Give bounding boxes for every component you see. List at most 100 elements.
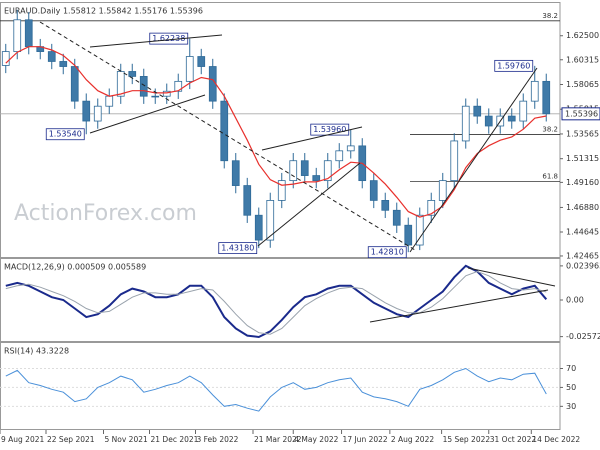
candle-body <box>381 200 390 211</box>
candle-body <box>47 51 56 62</box>
x-tick-label: 15 Sep 2022 <box>443 435 491 444</box>
annotation-box <box>367 246 407 259</box>
candle-body <box>24 19 33 48</box>
y-tick-label: 1.53565 <box>566 129 599 138</box>
candle-body <box>13 19 22 52</box>
candle-body <box>289 160 298 182</box>
trendline <box>89 34 223 48</box>
panel-frame <box>0 2 561 258</box>
candle-body <box>277 180 286 201</box>
x-tick-label: 17 Jun 2022 <box>343 435 388 444</box>
x-tick-label: 9 Aug 2021 <box>1 435 44 444</box>
fib-label: 61.8 <box>542 172 558 180</box>
y-tick-label: 0.023963 <box>566 261 600 270</box>
y-tick-label: 1.60315 <box>566 55 599 64</box>
y-tick-label: -0.025726 <box>566 332 600 341</box>
candle-body <box>151 95 160 98</box>
candle-body <box>323 160 332 182</box>
candle-body <box>473 105 482 117</box>
y-tick-label: 1.62500 <box>566 31 599 40</box>
trendline <box>261 126 363 151</box>
x-tick-label: 22 Sep 2021 <box>47 435 95 444</box>
trendline <box>467 267 556 287</box>
rsi-line <box>5 367 547 412</box>
trendline <box>257 162 361 247</box>
annotation-label: 1.53960 <box>313 125 346 134</box>
candle-body <box>105 95 114 107</box>
candle-body <box>300 160 309 176</box>
candle-body <box>438 180 447 201</box>
candle-body <box>484 115 493 127</box>
trendline <box>369 289 549 323</box>
candle-body <box>82 100 91 122</box>
annotation-box <box>218 242 258 255</box>
y-tick-label: 0.00 <box>566 296 584 305</box>
candle-body <box>139 76 148 97</box>
panel-title: EURAUD.Daily 1.55812 1.55842 1.55176 1.5… <box>4 7 203 16</box>
annotation-label: 1.42810 <box>371 248 404 257</box>
macd-line <box>5 264 548 339</box>
annotation-label: 1.53540 <box>49 130 82 139</box>
x-tick-label: 14 Dec 2022 <box>532 435 580 444</box>
candle-body <box>266 200 275 241</box>
candle-body <box>415 214 424 246</box>
panel-title: RSI(14) 43.3228 <box>4 347 69 356</box>
y-tick-label: 1.42465 <box>566 251 599 260</box>
y-tick-label: 1.58065 <box>566 80 599 89</box>
candle-body <box>220 100 229 162</box>
trendlines <box>39 21 556 323</box>
annotation-box <box>494 59 534 72</box>
x-tick-label: 5 Nov 2021 <box>105 435 148 444</box>
y-tick-label: 70 <box>566 364 576 373</box>
x-tick-label: 21 Dec 2021 <box>151 435 199 444</box>
candle-body <box>1 51 10 66</box>
y-tick-label: 1.46880 <box>566 203 599 212</box>
candle-body <box>369 180 378 201</box>
y-tick-label: 1.44645 <box>566 228 599 237</box>
candle-body <box>254 214 263 241</box>
macd-line <box>5 270 547 335</box>
annotation-box <box>149 32 189 45</box>
x-tick-label: 31 Oct 2022 <box>490 435 537 444</box>
candle-body <box>542 80 551 115</box>
x-tick-label: 21 Mar 2022 <box>254 435 302 444</box>
candle-body <box>461 105 470 142</box>
candle-body <box>70 66 79 102</box>
candle-body <box>185 56 194 82</box>
candle-body <box>197 56 206 67</box>
candle-body <box>450 140 459 182</box>
watermark: ActionForex.com <box>14 201 197 226</box>
candle-body <box>312 175 321 182</box>
annotation-label: 1.43180 <box>221 244 254 253</box>
candle-body <box>404 224 413 246</box>
candle-body <box>93 105 102 122</box>
candle-body <box>116 71 125 97</box>
trendline <box>89 94 206 134</box>
candle-body <box>243 185 252 216</box>
candle-body <box>530 80 539 102</box>
annotation-box <box>45 128 85 141</box>
fib-label: 38.2 <box>542 125 558 133</box>
annotation-label: 1.59760 <box>497 61 530 70</box>
last-price-box <box>561 107 600 121</box>
trendline <box>39 21 416 251</box>
y-tick-label: 30 <box>566 402 576 411</box>
moving-average <box>5 46 547 218</box>
trendline <box>409 67 538 253</box>
panel-title: MACD(12,26,9) 0.000509 0.005589 <box>4 263 146 272</box>
annotation-label: 1.62238 <box>152 34 185 43</box>
panel-frame <box>0 342 561 430</box>
candle-body <box>392 209 401 226</box>
y-tick-label: 50 <box>566 383 576 392</box>
candle-body <box>59 61 68 67</box>
candle-body <box>427 200 436 216</box>
candle-body <box>519 100 528 122</box>
y-tick-label: 1.49160 <box>566 178 599 187</box>
candle-body <box>335 150 344 162</box>
candle-body <box>507 115 516 122</box>
candle-body <box>128 71 137 77</box>
candle-body <box>231 160 240 186</box>
